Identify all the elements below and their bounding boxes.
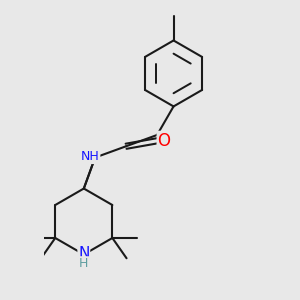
Text: O: O	[158, 131, 170, 149]
Text: NH: NH	[81, 151, 100, 164]
Text: H: H	[79, 257, 88, 270]
Text: N: N	[78, 246, 89, 261]
